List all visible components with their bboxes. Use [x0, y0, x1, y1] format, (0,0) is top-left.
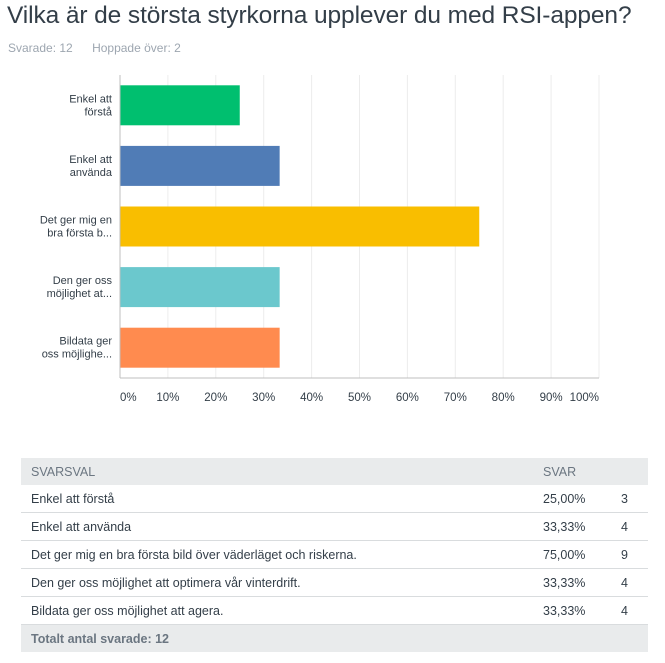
- bar-4: [120, 267, 280, 308]
- skipped-count: Hoppade över: 2: [92, 41, 181, 55]
- x-tick-label: 80%: [492, 392, 515, 404]
- x-tick-label: 60%: [396, 392, 419, 404]
- x-tick-label: 0%: [120, 392, 137, 404]
- table-header-row: SVARSVAL SVAR: [21, 458, 648, 485]
- row-choice: Enkel att använda: [21, 512, 533, 541]
- x-tick-label: 100%: [570, 392, 599, 404]
- row-percent: 25,00%: [533, 485, 613, 513]
- row-choice: Enkel att förstå: [21, 485, 533, 513]
- table-row: Enkel att använda 33,33% 4: [21, 512, 648, 541]
- bar-2: [120, 145, 280, 186]
- category-label: Enkel att förstå: [69, 93, 113, 118]
- response-meta: Svarade: 12 Hoppade över: 2: [8, 41, 197, 55]
- x-tick-label: 50%: [348, 392, 371, 404]
- category-label: Den ger oss möjlighet at...: [47, 275, 113, 300]
- bar-5: [120, 327, 280, 368]
- x-tick-label: 70%: [444, 392, 467, 404]
- header-choice: SVARSVAL: [21, 458, 533, 485]
- table-total-row: Totalt antal svarade: 12: [21, 624, 648, 652]
- table-row: Bildata ger oss möjlighet att agera. 33,…: [21, 596, 648, 625]
- category-label: Enkel att använda: [69, 154, 113, 179]
- row-count: 4: [613, 568, 648, 597]
- total-answered: Totalt antal svarade: 12: [21, 624, 648, 652]
- row-count: 3: [613, 485, 648, 513]
- x-tick-label: 40%: [300, 392, 323, 404]
- question-title: Vilka är de största styrkorna upplever d…: [7, 2, 632, 29]
- x-tick-label: 30%: [252, 392, 275, 404]
- bar-3: [120, 206, 480, 247]
- row-count: 9: [613, 540, 648, 569]
- bar-1: [120, 85, 240, 126]
- header-count: [613, 458, 648, 485]
- row-percent: 33,33%: [533, 512, 613, 541]
- x-tick-label: 10%: [156, 392, 179, 404]
- row-percent: 33,33%: [533, 596, 613, 625]
- row-choice: Den ger oss möjlighet att optimera vår v…: [21, 568, 533, 597]
- row-choice: Det ger mig en bra första bild över väde…: [21, 540, 533, 569]
- table-row: Det ger mig en bra första bild över väde…: [21, 540, 648, 569]
- x-tick-label: 20%: [204, 392, 227, 404]
- answered-count: Svarade: 12: [8, 41, 73, 55]
- row-percent: 75,00%: [533, 540, 613, 569]
- row-choice: Bildata ger oss möjlighet att agera.: [21, 596, 533, 625]
- x-tick-label: 90%: [540, 392, 563, 404]
- bar-chart: Enkel att förstå Enkel att använda Det ger m…: [40, 75, 600, 404]
- row-count: 4: [613, 596, 648, 625]
- row-count: 4: [613, 512, 648, 541]
- table-row: Den ger oss möjlighet att optimera vår v…: [21, 568, 648, 597]
- category-label: Bildata ger oss möjlighe...: [42, 336, 113, 361]
- category-label: Det ger mig en bra första b...: [40, 215, 112, 240]
- table-row: Enkel att förstå 25,00% 3: [21, 485, 648, 513]
- header-answer: SVAR: [533, 458, 613, 485]
- row-percent: 33,33%: [533, 568, 613, 597]
- results-table: SVARSVAL SVAR Enkel att förstå 25,00% 3 …: [21, 458, 648, 652]
